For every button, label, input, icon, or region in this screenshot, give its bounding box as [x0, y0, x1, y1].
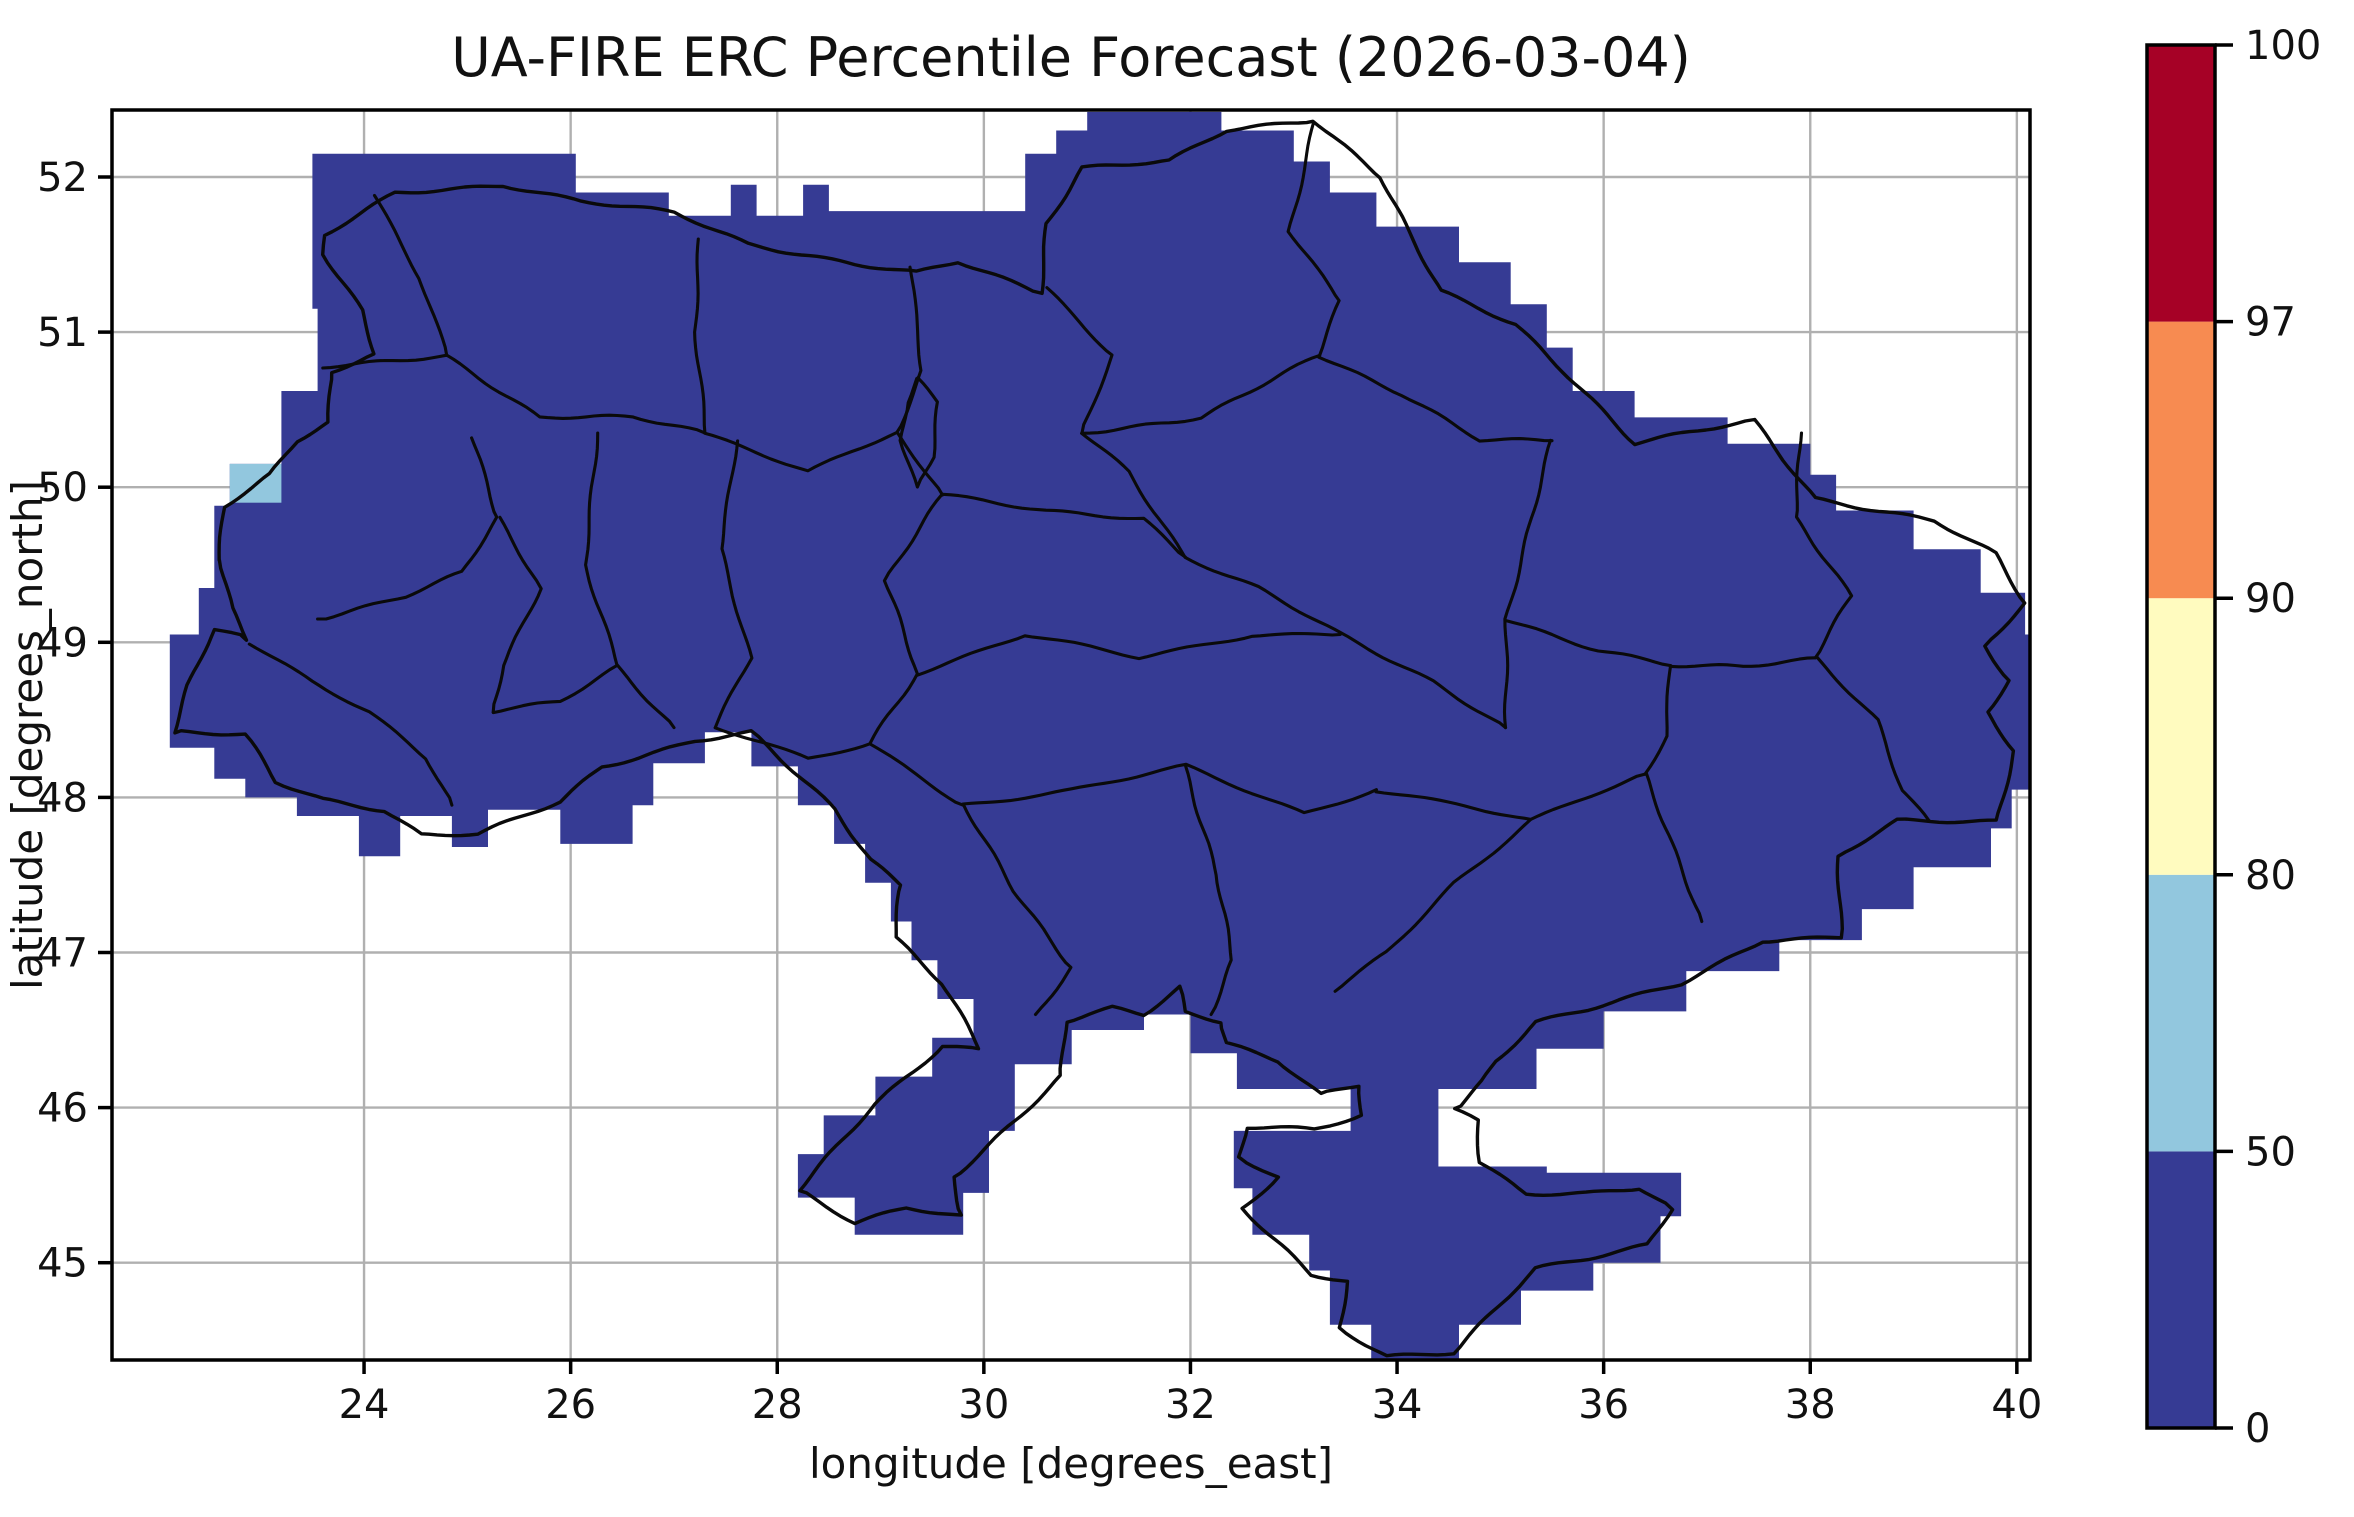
- oblast-border: [1374, 772, 1647, 821]
- y-axis: 45 46 47 48 49 50 51 52: [37, 155, 112, 1287]
- oblast-border: [1184, 764, 1233, 1017]
- y-tick-label: 45: [37, 1241, 88, 1287]
- country-outline: [173, 119, 2027, 1358]
- colorbar-frame: [2145, 43, 2217, 1430]
- colorbar-tick-label: 50: [2245, 1129, 2296, 1175]
- x-tick-label: 32: [1165, 1382, 1216, 1428]
- colorbar: 0 50 80 90 97 100: [2145, 23, 2321, 1452]
- oblast-border: [962, 803, 1073, 1017]
- oblast-border: [703, 431, 898, 473]
- oblast-border: [372, 193, 449, 357]
- colorbar-segment: [2147, 598, 2215, 875]
- colorbar-segment: [2147, 874, 2215, 1152]
- x-tick-label: 34: [1372, 1382, 1423, 1428]
- oblast-border: [316, 436, 499, 621]
- x-tick-label: 36: [1578, 1382, 1629, 1428]
- erc-fill-region-0-50: [169, 111, 2030, 1359]
- oblast-border: [915, 631, 1342, 677]
- oblast-border: [1317, 355, 1554, 443]
- colorbar-tick-label: 80: [2245, 853, 2296, 899]
- map-layer: [169, 111, 2030, 1359]
- oblast-border: [713, 439, 754, 730]
- y-tick-label: 49: [37, 620, 88, 666]
- oblast-border: [491, 515, 543, 714]
- colorbar-tick-label: 97: [2245, 300, 2296, 346]
- oblast-border: [1669, 656, 1817, 669]
- y-tick-label: 51: [37, 310, 88, 356]
- oblast-border: [1643, 664, 1673, 776]
- x-tick-label: 24: [339, 1382, 390, 1428]
- oblast-border: [1045, 286, 1114, 435]
- oblast-border: [1502, 438, 1553, 730]
- oblast-border: [941, 492, 1187, 559]
- oblast-border: [491, 663, 676, 730]
- y-tick-label: 47: [37, 931, 88, 977]
- colorbar-segment: [2147, 1151, 2215, 1428]
- oblast-border: [1333, 818, 1533, 993]
- oblast-border: [584, 431, 619, 668]
- oblast-border: [1080, 431, 1508, 730]
- oblast-border: [247, 642, 454, 807]
- oblast-border: [321, 353, 707, 435]
- admin-boundaries: [173, 119, 2027, 1358]
- oblast-border: [1286, 120, 1341, 357]
- colorbar-segment: [2147, 45, 2215, 322]
- oblast-border: [1815, 655, 1931, 823]
- colorbar-tick-label: 0: [2245, 1406, 2270, 1452]
- y-tick-label: 46: [37, 1086, 88, 1132]
- x-axis-label: longitude [degrees_east]: [809, 1439, 1333, 1488]
- figure-title: UA-FIRE ERC Percentile Forecast (2026-03…: [451, 26, 1691, 89]
- oblast-border: [693, 237, 707, 435]
- oblast-border: [898, 376, 939, 489]
- colorbar-segment: [2147, 321, 2215, 599]
- colorbar-tick-label: 90: [2245, 576, 2296, 622]
- axes-spines: [110, 108, 2032, 1362]
- oblast-border: [1503, 618, 1673, 668]
- oblast-border: [868, 492, 944, 745]
- oblast-border: [1644, 772, 1704, 924]
- colorbar-tick-label: 100: [2245, 23, 2321, 69]
- x-tick-label: 26: [545, 1382, 596, 1428]
- oblast-border: [961, 762, 1378, 815]
- y-axis-label: latitude [degrees_north]: [3, 480, 52, 990]
- oblast-border: [1080, 353, 1322, 435]
- x-axis: 24 26 28 30 32 34 36 38 40: [339, 1360, 2042, 1428]
- x-tick-label: 38: [1785, 1382, 1836, 1428]
- oblast-border: [1794, 431, 1854, 660]
- y-tick-label: 50: [37, 465, 88, 511]
- y-tick-label: 48: [37, 775, 88, 821]
- y-tick-label: 52: [37, 155, 88, 201]
- oblast-border: [713, 726, 965, 807]
- x-tick-label: 28: [752, 1382, 803, 1428]
- x-tick-label: 40: [1991, 1382, 2042, 1428]
- x-tick-label: 30: [958, 1382, 1009, 1428]
